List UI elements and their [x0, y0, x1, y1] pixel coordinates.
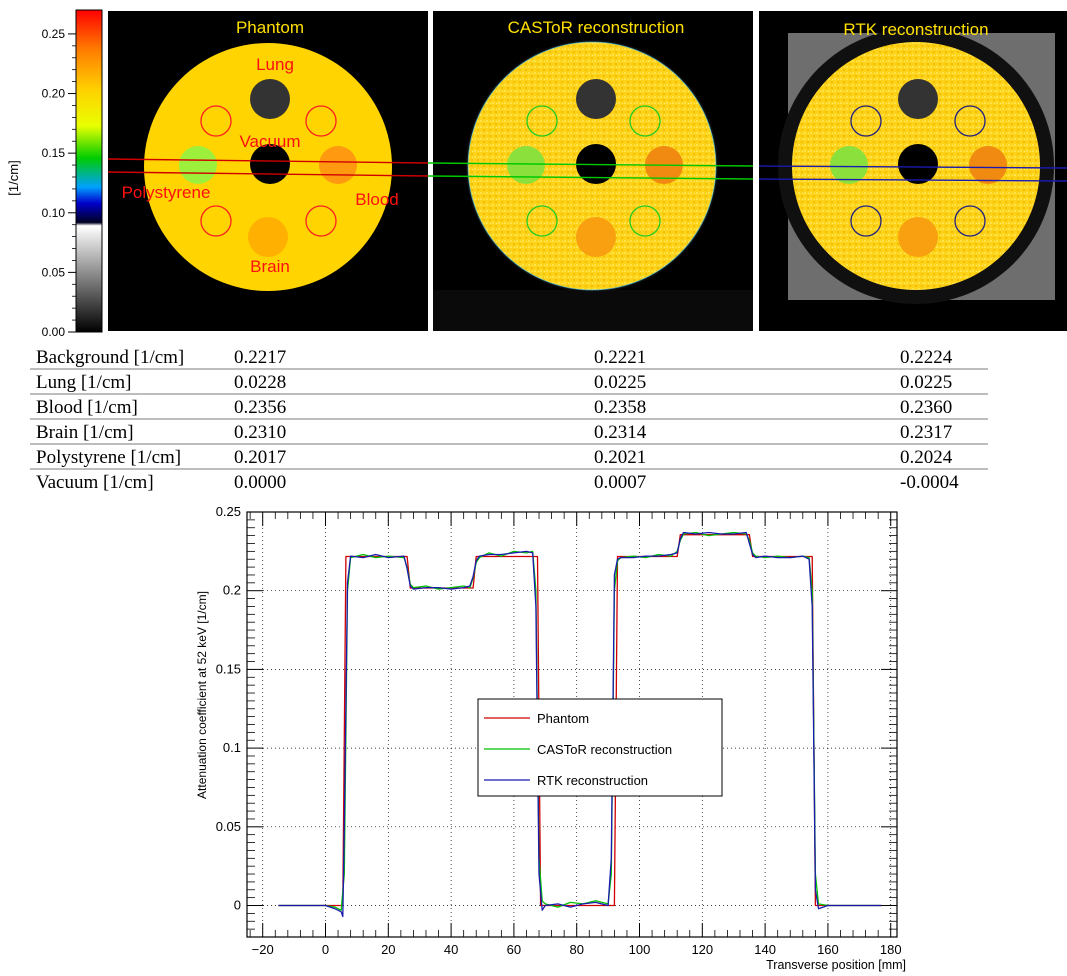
table-row: Polystyrene [1/cm] 0.2017 0.2021 0.2024 [30, 445, 988, 470]
castor-value: 0.2221 [594, 347, 647, 368]
row-divider [30, 418, 988, 420]
x-tick-label: 160 [817, 942, 839, 957]
x-tick-label: −20 [252, 942, 274, 957]
castor-value: 0.2021 [594, 447, 647, 468]
colorbar-tick-label: 0.25 [42, 27, 66, 41]
phantom-value: 0.2356 [234, 397, 287, 418]
phantom-value: 0.2017 [234, 447, 287, 468]
x-tick-label: 120 [691, 942, 713, 957]
row-divider [30, 368, 988, 370]
y-tick-label: 0.05 [216, 819, 241, 834]
castor-value: 0.2314 [594, 422, 647, 443]
row-label: Background [1/cm] [36, 347, 185, 368]
phantom-value: 0.2310 [234, 422, 287, 443]
rtk-value: 0.0225 [900, 372, 953, 393]
colorbar-tick-label: 0.15 [42, 146, 66, 160]
label-brain: Brain [250, 257, 290, 276]
table-row: Blood [1/cm] 0.2356 0.2358 0.2360 [30, 395, 988, 420]
label-polystyrene: Polystyrene [122, 183, 211, 202]
plot-legend: Phantom CASToR reconstruction RTK reconstr… [477, 698, 723, 797]
colorbar-label: [1/cm] [6, 160, 21, 195]
rtk-value: 0.2360 [900, 397, 953, 418]
phantom-value: 0.0000 [234, 472, 287, 493]
row-divider [30, 443, 988, 445]
castor-value: 0.0225 [594, 372, 647, 393]
plot-grid [247, 511, 897, 937]
plot-series [278, 531, 882, 918]
panel-phantom: Phantom Lung Vacuum Polystyrene Blood Br… [107, 11, 429, 331]
phantom-image-figure: 0.25 0.20 0.15 0.10 0.05 0.00 [1/cm] Phantom … [6, 9, 1067, 339]
x-axis-title: Transverse position [mm] [766, 958, 906, 972]
y-tick-label: 0 [234, 898, 241, 913]
legend-label: RTK reconstruction [537, 773, 648, 788]
x-tick-label: 140 [754, 942, 776, 957]
row-label: Vacuum [1/cm] [36, 472, 154, 493]
panel-title-castor: CASToR reconstruction [508, 18, 685, 37]
colorbar [75, 9, 103, 333]
phantom-value: 0.2217 [234, 347, 287, 368]
colorbar-tick-label: 0.20 [42, 87, 66, 101]
row-label: Polystyrene [1/cm] [36, 447, 182, 468]
table-row: Brain [1/cm] 0.2310 0.2314 0.2317 [30, 420, 988, 445]
panel-title-rtk: RTK reconstruction [843, 20, 988, 39]
panel-rtk: RTK reconstruction [758, 11, 1067, 331]
y-tick-label: 0.1 [223, 740, 241, 755]
plot-area [247, 512, 897, 937]
colorbar-tick-label: 0.05 [42, 265, 66, 279]
y-tick-label: 0.25 [216, 504, 241, 519]
castor-value: 0.0007 [594, 472, 647, 493]
plot-axes: −20 0 20 40 60 80 100 120 140 160 180 0 0.05 0.1 0.15 0… [216, 504, 902, 957]
castor-value: 0.2358 [594, 397, 647, 418]
y-tick-label: 0.15 [216, 661, 241, 676]
label-lung: Lung [256, 55, 294, 74]
colorbar-tick-label: 0.00 [42, 325, 66, 339]
row-label: Brain [1/cm] [36, 422, 134, 443]
legend-box [477, 698, 723, 797]
colorbar-tick-label: 0.10 [42, 206, 66, 220]
y-axis-title: Attenuation coefficient at 52 keV [1/cm] [195, 591, 209, 799]
x-tick-label: 60 [507, 942, 521, 957]
label-vacuum: Vacuum [239, 132, 300, 151]
table-row: Lung [1/cm] 0.0228 0.0225 0.0225 [30, 370, 988, 395]
x-tick-label: 40 [444, 942, 458, 957]
x-tick-label: 20 [381, 942, 395, 957]
label-blood: Blood [355, 190, 398, 209]
panel-castor: CASToR reconstruction [427, 11, 754, 331]
row-divider [30, 468, 988, 470]
rtk-value: 0.2224 [900, 347, 953, 368]
plot-frame [246, 511, 898, 938]
x-tick-label: 80 [569, 942, 583, 957]
rtk-value: 0.2024 [900, 447, 953, 468]
x-tick-label: 180 [880, 942, 902, 957]
row-divider [30, 393, 988, 395]
phantom-value: 0.0228 [234, 372, 287, 393]
legend-label: CASToR reconstruction [537, 742, 672, 757]
panel-title-phantom: Phantom [236, 18, 304, 37]
table-row: Vacuum [1/cm] 0.0000 0.0007 -0.0004 [30, 470, 988, 493]
series-line-2 [278, 531, 882, 918]
series-line-1 [278, 531, 882, 911]
series-line-0 [278, 534, 882, 907]
x-tick-label: 100 [629, 942, 651, 957]
legend-label: Phantom [537, 711, 589, 726]
row-label: Blood [1/cm] [36, 397, 138, 418]
row-label: Lung [1/cm] [36, 372, 132, 393]
x-tick-label: 0 [322, 942, 329, 957]
rtk-value: -0.0004 [900, 472, 959, 493]
table-row: Background [1/cm] 0.2217 0.2221 0.2224 [30, 345, 988, 370]
y-tick-label: 0.2 [223, 583, 241, 598]
rtk-value: 0.2317 [900, 422, 953, 443]
